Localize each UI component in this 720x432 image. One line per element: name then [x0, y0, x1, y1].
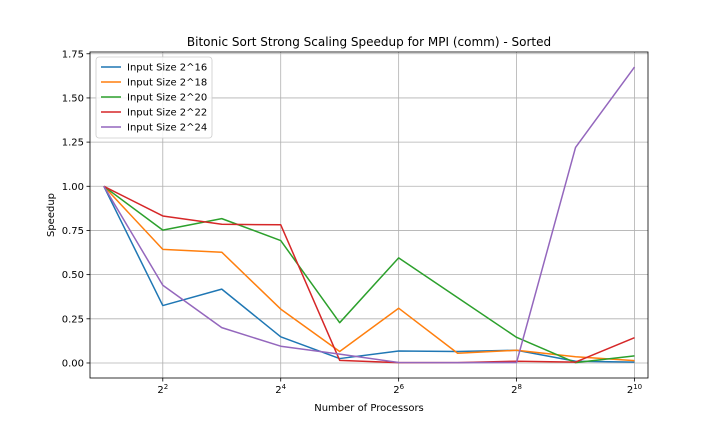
series-line-1	[103, 185, 635, 363]
x-tick-exponent: 10	[633, 383, 642, 391]
series-line-2	[103, 185, 635, 362]
y-tick-label: 0.75	[62, 226, 84, 237]
x-axis-label: Number of Processors	[314, 403, 424, 414]
series-line-3	[103, 185, 635, 364]
x-tick-exponent: 2	[164, 383, 168, 391]
x-tick-base: 2	[157, 385, 163, 396]
y-tick-label: 1.50	[62, 93, 84, 104]
series-line-4	[103, 185, 635, 364]
x-tick-exponent: 6	[400, 383, 405, 391]
x-tick-exponent: 4	[282, 383, 287, 391]
y-tick-label: 1.00	[62, 182, 84, 193]
y-tick-label: 0.25	[62, 314, 84, 325]
x-tick-base: 2	[511, 385, 517, 396]
plot-frame	[89, 51, 649, 379]
y-tick-label: 1.75	[62, 49, 84, 60]
legend-box	[95, 56, 213, 139]
y-tick-label: 0.50	[62, 270, 84, 281]
legend: Input Size 2^16 Input Size 2^18 Input Size…	[95, 56, 213, 139]
x-tick-exponent: 8	[518, 383, 522, 391]
x-tick-label: 24	[275, 383, 286, 396]
x-tick-base: 2	[275, 385, 281, 396]
legend-label: Input Size 2^16	[127, 63, 207, 74]
legend-label: Input Size 2^22	[127, 108, 207, 119]
y-axis-label: Speedup	[46, 193, 57, 237]
chart-title: Bitonic Sort Strong Scaling Speedup for …	[187, 35, 551, 49]
x-tick-label: 22	[157, 383, 168, 396]
legend-label: Input Size 2^24	[127, 123, 207, 134]
series-line-5	[103, 66, 636, 364]
legend-label: Input Size 2^20	[127, 93, 207, 104]
grid	[90, 52, 648, 378]
x-tick-label: 210	[627, 383, 642, 396]
x-tick-base: 2	[393, 385, 399, 396]
x-tick-label: 28	[511, 383, 522, 396]
x-axis-ticks: 22 24 26 28 210	[157, 378, 642, 396]
y-axis-ticks: 0.00 0.25 0.50 0.75 1.00 1.25 1.50 1.75	[62, 49, 90, 369]
x-tick-base: 2	[627, 385, 633, 396]
y-tick-label: 0.00	[62, 358, 84, 369]
x-tick-label: 26	[393, 383, 404, 396]
series-lines	[103, 66, 636, 364]
legend-label: Input Size 2^18	[127, 78, 207, 89]
y-tick-label: 1.25	[62, 138, 84, 149]
